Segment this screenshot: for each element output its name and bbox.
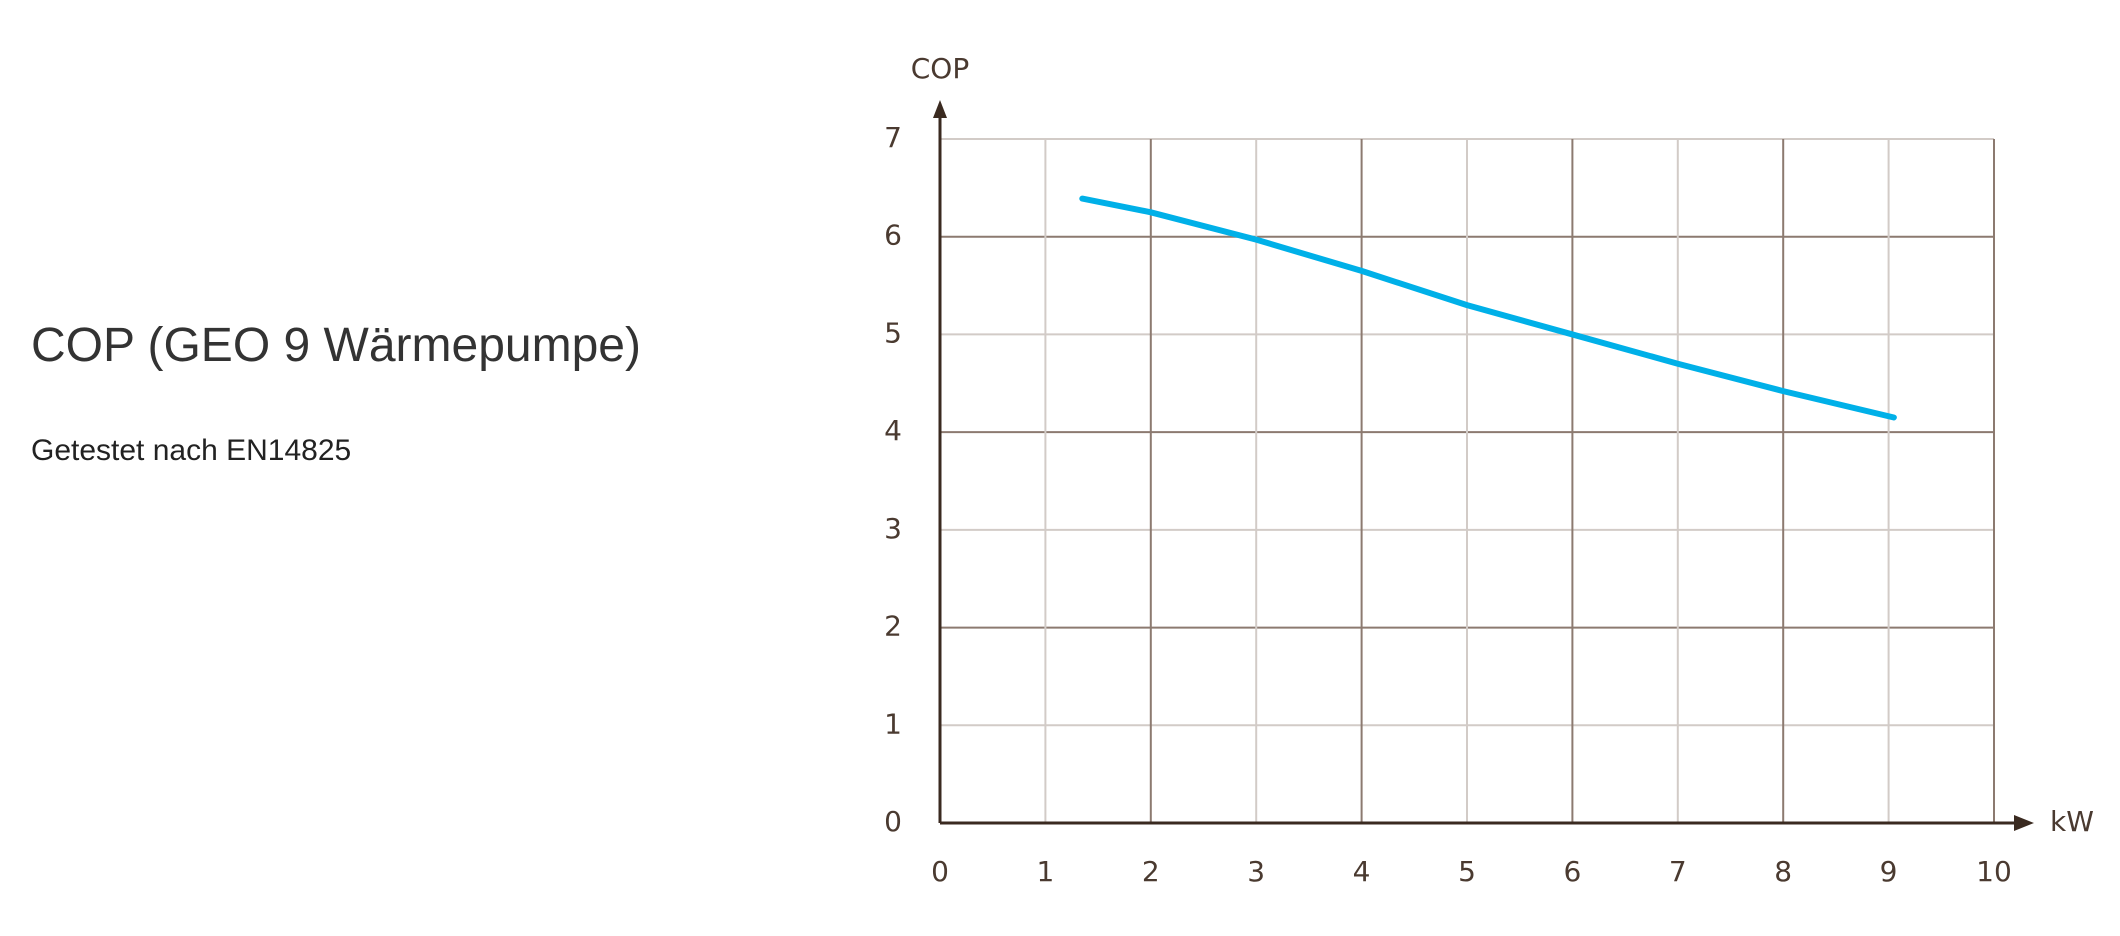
x-tick-label: 2 — [1142, 855, 1160, 888]
x-axis-arrow — [2014, 815, 2034, 831]
title: COP (GEO 9 Wärmepumpe) — [31, 319, 641, 372]
y-tick-label: 7 — [884, 121, 902, 154]
x-tick-label: 8 — [1774, 855, 1792, 888]
y-tick-label: 4 — [884, 414, 902, 447]
x-tick-label: 7 — [1669, 855, 1687, 888]
y-axis-label: COP — [911, 52, 969, 85]
x-axis-label: kW — [2050, 805, 2094, 838]
x-tick-label: 10 — [1976, 855, 2012, 888]
y-tick-label: 6 — [884, 219, 902, 252]
x-tick-label: 6 — [1563, 855, 1581, 888]
y-tick-label: 3 — [884, 512, 902, 545]
y-tick-label: 1 — [884, 707, 902, 740]
y-tick-label: 0 — [884, 805, 902, 838]
y-axis-arrow — [933, 100, 947, 118]
x-tick-label: 5 — [1458, 855, 1476, 888]
y-tick-label: 5 — [884, 316, 902, 349]
x-tick-label: 0 — [931, 855, 949, 888]
data-line — [1079, 195, 1897, 421]
y-tick-label: 2 — [884, 610, 902, 643]
x-tick-label: 9 — [1880, 855, 1898, 888]
x-tick-label: 3 — [1247, 855, 1265, 888]
x-tick-label: 4 — [1353, 855, 1371, 888]
subtitle: Getestet nach EN14825 — [31, 434, 352, 467]
x-tick-label: 1 — [1036, 855, 1054, 888]
